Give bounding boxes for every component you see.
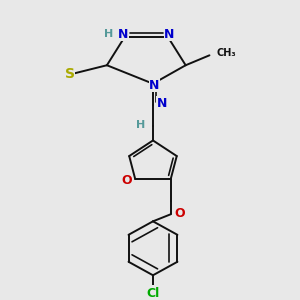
Text: N: N (157, 97, 167, 110)
Text: H: H (136, 120, 146, 130)
Text: O: O (121, 174, 131, 187)
Text: S: S (65, 67, 75, 81)
Text: N: N (118, 28, 128, 40)
Text: O: O (174, 207, 185, 220)
Text: CH₃: CH₃ (217, 48, 236, 58)
Text: Cl: Cl (146, 287, 160, 300)
Text: H: H (104, 29, 113, 39)
Text: N: N (149, 79, 160, 92)
Text: N: N (164, 28, 175, 40)
